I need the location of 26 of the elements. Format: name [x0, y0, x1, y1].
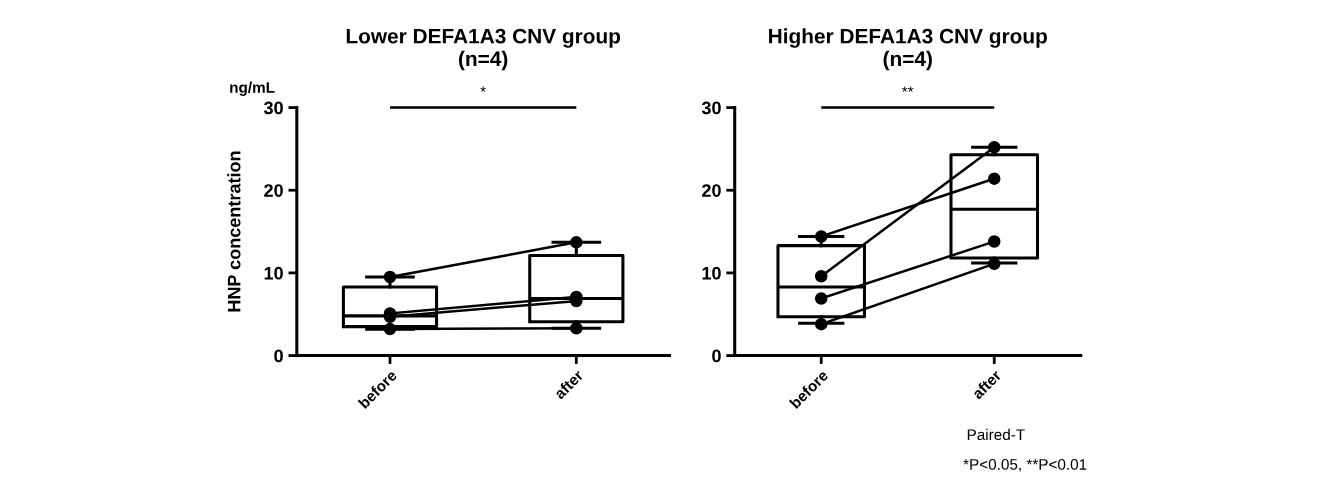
y-tick-label: 10	[702, 266, 721, 280]
point	[988, 235, 1001, 248]
point	[814, 269, 828, 283]
y-tick-label: 20	[702, 184, 721, 197]
chart-title: Lower DEFA1A3 CNV group (n=4)	[346, 28, 621, 71]
point	[988, 257, 1001, 271]
text: *	[480, 86, 486, 92]
y-tick-label: 0	[712, 349, 721, 363]
point	[570, 236, 583, 249]
point	[988, 172, 1001, 185]
text: **	[902, 86, 914, 92]
point	[814, 292, 828, 305]
point	[814, 230, 828, 243]
point	[383, 270, 397, 284]
text: Paired-T	[967, 428, 1025, 441]
y-tick-label: 30	[263, 101, 283, 115]
y-tick-label: 10	[264, 266, 283, 280]
y-axis-title: HNP concentration	[227, 151, 241, 312]
text: ng/mL	[230, 81, 275, 96]
y-tick-label: 30	[701, 101, 721, 115]
chart-title: Higher DEFA1A3 CNV group (n=4)	[769, 28, 1047, 71]
point	[383, 322, 397, 336]
text: *P<0.05, **P<0.01	[963, 458, 1087, 472]
point	[814, 317, 828, 331]
y-tick-label: 0	[274, 349, 283, 363]
y-tick-label: 20	[264, 184, 283, 197]
